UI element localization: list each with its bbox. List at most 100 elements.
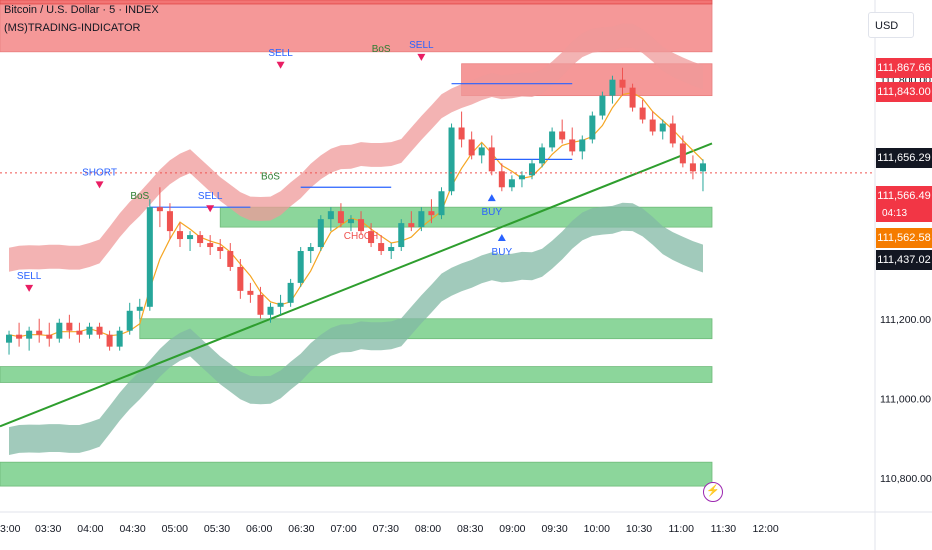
candle [227,251,234,267]
demand-zone [139,318,713,340]
candle [106,334,113,347]
annotation-bos: BoS [130,191,149,202]
buy-marker [497,234,506,241]
indicator-name[interactable]: (MS)TRADING-INDICATOR [4,22,141,34]
x-tick-label: 06:00 [246,523,272,535]
x-tick-label: 3:00 [0,523,21,535]
candle [478,147,485,156]
x-tick-label: 05:00 [162,523,188,535]
candle [659,123,666,132]
candle [327,211,334,220]
sell-marker [206,205,215,213]
candle [126,310,133,331]
candle [669,123,676,144]
y-tick-label: 111,200.00 [880,314,931,326]
x-tick-label: 07:00 [330,523,356,535]
candle [96,326,103,335]
lower-band [9,202,703,455]
candle [398,223,405,248]
x-tick-label: 09:30 [541,523,567,535]
x-tick-label: 11:30 [711,523,737,535]
price-label: 111,562.58 [876,228,932,248]
moving-average-line [8,91,704,338]
candle [428,211,435,216]
candle [539,147,546,164]
price-label: 111,656.29 [876,148,932,168]
x-tick-label: 10:00 [584,523,610,535]
x-tick-label: 12:00 [752,523,778,535]
candle [508,179,515,188]
candle [699,163,706,172]
candle [639,107,646,120]
x-tick-label: 11:00 [668,523,694,535]
candle [388,247,395,252]
x-tick-label: 07:30 [373,523,399,535]
candle [156,207,163,212]
candle [247,290,254,295]
annotation-sell: SELL [409,40,434,51]
annotation-buy: BUY [492,247,513,258]
candle [176,231,184,240]
candle [408,223,415,228]
candle [307,247,314,252]
candle [549,131,556,148]
trendline [0,142,713,428]
candle [619,79,626,88]
candle [287,282,294,303]
candle [136,306,143,311]
candle [629,87,636,108]
candle [347,219,354,224]
annotation-sell: SELL [17,271,42,282]
candle [207,243,214,248]
x-tick-label: 08:00 [415,523,441,535]
candle [267,306,274,315]
candle [378,243,385,252]
candle [237,266,244,291]
annotation-bos: BoS [261,171,280,182]
symbol-title[interactable]: Bitcoin / U.S. Dollar · 5 · INDEX [4,4,159,16]
candle [187,235,194,240]
candle [438,191,445,216]
candle [358,219,365,232]
candle [197,235,204,244]
candle [599,95,606,116]
sell-marker [276,61,285,69]
candle [66,322,73,331]
demand-zone [0,366,713,383]
candle [36,330,43,335]
candle [277,302,284,307]
candle [46,334,53,339]
candle [458,127,465,140]
candle [26,330,33,339]
x-tick-label: 03:30 [35,523,61,535]
candle [609,79,616,96]
candle [337,211,344,224]
y-tick-label: 111,000.00 [880,393,931,405]
price-label: 111,843.00 [876,82,932,102]
countdown-label: 04:13 [876,206,932,222]
sell-marker [25,284,34,292]
candle [679,143,686,164]
annotation-sell: SHORT [82,167,117,178]
lightning-icon[interactable]: ⚡ [703,482,723,502]
candle [518,175,525,180]
sell-marker [417,53,426,61]
demand-zone [0,461,713,487]
buy-marker [487,194,496,202]
annotation-buy: BUY [481,207,502,218]
candle [6,334,13,343]
x-tick-label: 09:00 [499,523,525,535]
candle [448,127,455,192]
candle [166,211,173,232]
annotation-sell: SELL [268,48,293,59]
currency-selector[interactable]: USD [868,12,914,38]
candle [689,163,696,172]
candle [649,119,656,132]
candle [86,326,93,335]
x-tick-label: 05:30 [204,523,230,535]
candle [589,115,596,140]
candle [146,207,153,307]
x-tick-label: 04:00 [77,523,103,535]
annotation-bos: BoS [372,44,391,55]
